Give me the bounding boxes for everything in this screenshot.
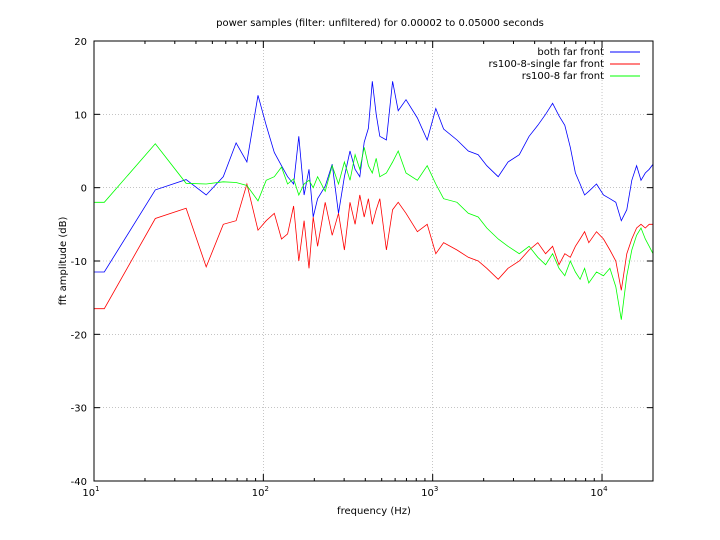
y-tick-label: -30: [71, 404, 87, 415]
series-line-3: [94, 143, 654, 320]
legend-label: rs100-8-single far front: [489, 59, 605, 70]
series-line-1: [94, 81, 654, 273]
y-tick-label: 10: [74, 110, 87, 121]
x-tick-label-base: 10: [421, 488, 434, 499]
y-tick-label: -10: [71, 257, 87, 268]
chart-title: power samples (filter: unfiltered) for 0…: [216, 18, 544, 29]
x-tick-label: 101: [82, 485, 99, 499]
x-tick-label-base: 10: [590, 488, 603, 499]
y-axis-label: fft amplitude (dB): [58, 217, 69, 306]
legend-label: both far front: [537, 47, 604, 58]
grid: [94, 41, 653, 481]
x-tick-label-exp: 3: [434, 485, 438, 493]
y-tick-label: -20: [71, 330, 87, 341]
x-tick-label-exp: 4: [603, 485, 608, 493]
x-tick-label-base: 10: [82, 488, 95, 499]
x-tick-label-base: 10: [252, 488, 265, 499]
x-tick-label: 104: [590, 485, 608, 499]
series-group: [94, 81, 654, 320]
y-tick-label: 0: [81, 184, 87, 195]
series-line-2: [94, 182, 653, 310]
x-tick-label: 103: [421, 485, 438, 499]
x-tick-label: 102: [252, 485, 269, 499]
x-tick-label-exp: 1: [95, 485, 99, 493]
x-tick-label-exp: 2: [264, 485, 268, 493]
x-axis-label: frequency (Hz): [337, 506, 411, 517]
legend-label: rs100-8 far front: [522, 71, 604, 82]
y-tick-label: 20: [74, 37, 87, 48]
y-tick-label: -40: [71, 477, 87, 488]
